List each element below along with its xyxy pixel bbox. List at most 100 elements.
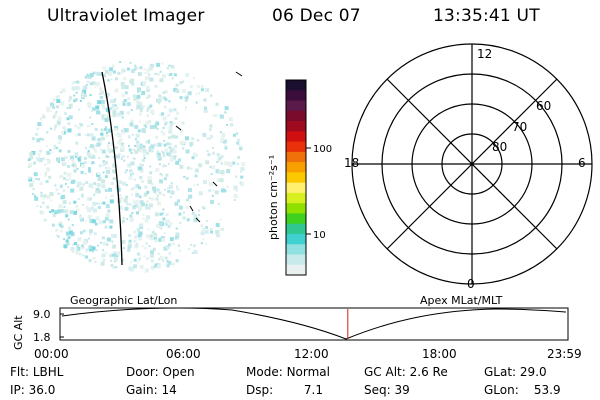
- disc-pixel: [114, 260, 117, 263]
- disc-pixel: [203, 180, 207, 184]
- disc-pixel: [220, 137, 225, 142]
- disc-pixel: [100, 241, 103, 244]
- disc-pixel: [131, 193, 133, 196]
- disc-pixel: [69, 107, 71, 109]
- disc-pixel: [87, 237, 90, 240]
- disc-pixel: [169, 72, 173, 76]
- disc-pixel: [123, 247, 125, 249]
- disc-pixel: [110, 260, 113, 262]
- disc-pixel: [172, 149, 177, 154]
- disc-pixel: [108, 151, 111, 154]
- disc-pixel: [28, 163, 33, 168]
- disc-pixel: [146, 85, 150, 90]
- disc-pixel: [144, 121, 147, 124]
- disc-pixel: [219, 131, 222, 134]
- disc-pixel: [83, 93, 87, 97]
- disc-pixel: [73, 99, 77, 103]
- disc-pixel: [28, 157, 32, 161]
- disc-pixel: [150, 250, 154, 255]
- disc-pixel: [65, 239, 69, 243]
- disc-pixel: [132, 157, 135, 160]
- disc-pixel: [136, 104, 141, 109]
- disc-pixel: [137, 148, 141, 152]
- disc-pixel: [138, 120, 141, 123]
- disc-pixel: [230, 123, 234, 127]
- disc-pixel: [169, 184, 173, 189]
- disc-pixel: [134, 235, 138, 239]
- disc-pixel: [62, 189, 65, 192]
- disc-pixel: [61, 131, 64, 134]
- filter-value: LBHL: [32, 365, 64, 379]
- disc-pixel: [36, 205, 39, 208]
- disc-pixel: [129, 79, 134, 84]
- disc-pixel: [142, 213, 145, 216]
- disc-pixel: [181, 121, 185, 125]
- disc-pixel: [215, 229, 220, 234]
- disc-pixel: [135, 190, 138, 193]
- disc-pixel: [104, 189, 108, 192]
- disc-pixel: [168, 108, 173, 113]
- disc-pixel: [46, 131, 49, 134]
- disc-pixel: [40, 191, 43, 194]
- disc-pixel: [162, 164, 166, 168]
- status-gain: Gain: 14: [126, 383, 177, 397]
- disc-pixel: [62, 200, 67, 205]
- disc-pixel: [196, 183, 199, 186]
- disc-pixel: [141, 164, 144, 167]
- disc-pixel: [77, 157, 81, 161]
- disc-pixel: [85, 255, 88, 259]
- disc-pixel: [177, 244, 180, 247]
- disc-pixel: [32, 188, 35, 190]
- disc-pixel: [187, 91, 192, 96]
- disc-pixel: [69, 177, 71, 180]
- disc-pixel: [58, 204, 63, 209]
- disc-pixel: [80, 194, 83, 197]
- disc-pixel: [121, 85, 126, 90]
- disc-pixel: [144, 268, 149, 273]
- disc-pixel: [182, 80, 185, 83]
- disc-pixel: [141, 145, 146, 150]
- disc-pixel: [67, 149, 71, 153]
- disc-pixel: [70, 180, 74, 184]
- disc-pixel: [219, 178, 224, 183]
- observation-date: 06 Dec 07: [272, 6, 361, 26]
- disc-pixel: [64, 209, 69, 214]
- disc-pixel: [155, 192, 158, 195]
- disc-pixel: [124, 91, 128, 95]
- disc-pixel: [75, 250, 80, 255]
- disc-pixel: [121, 116, 124, 119]
- disc-pixel: [205, 243, 207, 246]
- disc-pixel: [130, 108, 133, 111]
- disc-pixel: [209, 165, 212, 168]
- disc-pixel: [166, 152, 170, 156]
- disc-pixel: [40, 194, 44, 198]
- disc-pixel: [58, 221, 63, 226]
- disc-pixel: [172, 121, 176, 125]
- disc-pixel: [165, 223, 168, 226]
- disc-pixel: [224, 161, 229, 166]
- disc-pixel: [159, 256, 164, 260]
- disc-pixel: [101, 104, 104, 107]
- disc-pixel: [205, 160, 210, 165]
- disc-pixel: [53, 127, 57, 131]
- disc-pixel: [149, 77, 154, 82]
- disc-pixel: [194, 174, 198, 178]
- disc-pixel: [170, 182, 173, 185]
- disc-pixel: [30, 156, 34, 160]
- disc-pixel: [121, 68, 125, 72]
- disc-pixel: [153, 124, 158, 129]
- disc-pixel: [28, 176, 32, 180]
- disc-pixel: [99, 73, 102, 76]
- disc-pixel: [80, 170, 84, 174]
- disc-pixel: [214, 190, 219, 195]
- disc-pixel: [127, 97, 131, 101]
- disc-pixel: [119, 110, 124, 115]
- disc-pixel: [191, 137, 195, 141]
- disc-pixel: [178, 205, 183, 210]
- disc-pixel: [136, 140, 140, 144]
- disc-pixel: [203, 98, 207, 102]
- disc-pixel: [85, 84, 88, 86]
- disc-pixel: [65, 231, 70, 236]
- disc-pixel: [39, 137, 42, 140]
- disc-pixel: [111, 240, 114, 243]
